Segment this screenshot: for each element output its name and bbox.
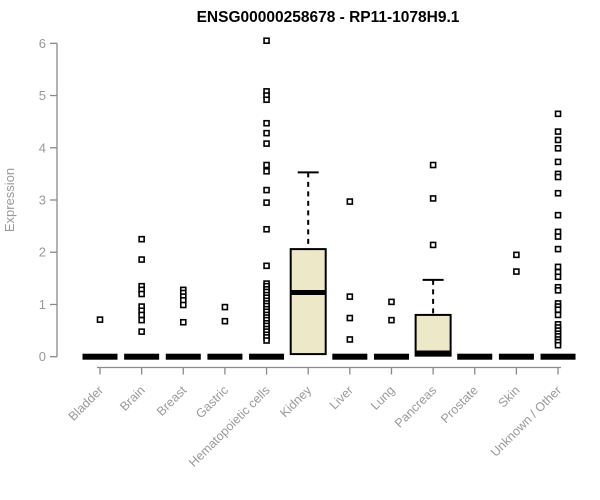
outlier-point <box>138 235 145 243</box>
outlier-point <box>554 211 562 219</box>
collapsed-box <box>498 353 534 360</box>
x-category-label: Skin <box>495 383 522 410</box>
collapsed-box <box>82 353 118 360</box>
outlier-point <box>554 245 562 253</box>
collapsed-box <box>165 353 201 360</box>
outlier-point <box>554 311 562 319</box>
outlier-point <box>346 314 354 322</box>
outlier-point <box>138 328 145 335</box>
y-tick-label: 0 <box>39 349 46 364</box>
collapsed-box <box>207 353 243 360</box>
outlier-point <box>554 158 562 166</box>
outlier-point <box>221 303 229 311</box>
x-category-label: Prostate <box>438 383 481 426</box>
outlier-point <box>96 316 104 323</box>
outlier-point <box>263 129 270 137</box>
x-category-label: Liver <box>327 383 356 412</box>
outlier-point <box>554 128 562 135</box>
y-tick-label: 5 <box>39 88 46 103</box>
outlier-point <box>388 316 395 324</box>
x-category-label: Unknown / Other <box>488 383 564 459</box>
outlier-point <box>179 301 187 309</box>
outlier-point <box>554 306 562 313</box>
plot-area: 0 1 2 3 4 5 6 Bladder Brain Breast GastricHematopo… <box>39 36 576 470</box>
x-category-label: Pancreas <box>392 383 439 430</box>
collapsed-box <box>373 353 409 360</box>
y-tick-label: 2 <box>39 245 46 260</box>
outlier-point <box>429 161 437 169</box>
y-tick-label: 3 <box>39 193 46 208</box>
outlier-point <box>554 136 562 144</box>
outlier-point <box>263 37 270 45</box>
outlier-point <box>554 173 562 181</box>
x-category-label: Gastric <box>193 383 231 421</box>
x-category-label: Lung <box>368 383 398 413</box>
x-category-label: Kidney <box>277 383 314 420</box>
x-category-label: Breast <box>154 383 190 419</box>
outlier-point <box>554 189 562 197</box>
x-category-label: Bladder <box>66 383 106 423</box>
outlier-point <box>221 317 229 325</box>
outlier-point <box>263 225 270 233</box>
outlier-point <box>263 96 270 104</box>
collapsed-box <box>540 353 576 360</box>
outlier-point <box>554 110 562 118</box>
collapsed-box <box>457 353 493 360</box>
outlier-point <box>554 287 562 294</box>
outlier-point <box>388 298 395 306</box>
outlier-point <box>263 337 270 344</box>
y-axis-label: Expression <box>2 168 17 232</box>
outlier-point <box>346 293 354 300</box>
collapsed-box <box>249 353 285 360</box>
collapsed-box <box>124 353 160 360</box>
chart-title: ENSG00000258678 - RP11-1078H9.1 <box>197 9 460 26</box>
outlier-point <box>263 167 270 175</box>
outlier-point <box>138 311 145 319</box>
outlier-point <box>263 262 270 270</box>
outlier-point <box>429 195 437 202</box>
y-tick-label: 4 <box>39 140 46 155</box>
outlier-point <box>263 161 270 169</box>
outlier-point <box>554 233 562 240</box>
outlier-point <box>263 140 270 147</box>
outlier-point <box>179 318 187 326</box>
outlier-point <box>554 263 562 271</box>
outlier-point <box>263 119 270 127</box>
outlier-point <box>554 273 562 281</box>
outlier-point <box>554 341 562 349</box>
outlier-point <box>263 199 270 206</box>
outlier-point <box>346 198 354 205</box>
y-tick-label: 6 <box>39 36 46 51</box>
outlier-point <box>346 336 354 343</box>
y-tick-label: 1 <box>39 297 46 312</box>
outlier-point <box>138 316 145 324</box>
outlier-point <box>138 256 145 263</box>
outlier-point <box>513 251 520 259</box>
outlier-point <box>554 145 562 152</box>
box <box>414 313 452 357</box>
outlier-point <box>138 290 145 298</box>
x-category-label: Brain <box>117 383 148 414</box>
outlier-point <box>263 186 270 194</box>
outlier-point <box>513 268 520 275</box>
x-category-label: Hematopoietic cells <box>186 383 273 470</box>
box <box>289 248 327 356</box>
outlier-point <box>429 241 437 249</box>
collapsed-box <box>332 353 368 360</box>
